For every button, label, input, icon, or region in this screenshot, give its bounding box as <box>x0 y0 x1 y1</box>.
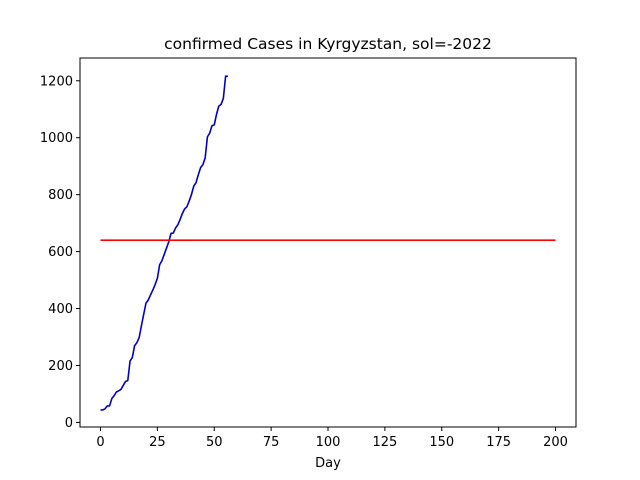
x-tick-label: 0 <box>96 435 104 450</box>
plot-frame <box>79 57 577 428</box>
x-tick-label: 75 <box>263 435 280 450</box>
y-tick-label: 1000 <box>40 131 73 146</box>
y-tick-label: 800 <box>48 188 73 203</box>
x-tick-label: 200 <box>543 435 568 450</box>
x-tick-label: 25 <box>149 435 166 450</box>
y-tick-label: 1200 <box>40 74 73 89</box>
x-tick-label: 100 <box>316 435 341 450</box>
x-tick-label: 50 <box>206 435 223 450</box>
y-axis-ticks: 0 200 400 600 800 1000 1200 <box>40 74 80 431</box>
y-tick-label: 0 <box>65 416 73 431</box>
series-line-1 <box>100 75 228 411</box>
y-tick-label: 400 <box>48 302 73 317</box>
plot-background <box>80 58 576 427</box>
x-axis-label: Day <box>315 456 341 471</box>
x-tick-label: 175 <box>486 435 511 450</box>
x-tick-label: 150 <box>429 435 454 450</box>
chart-title: confirmed Cases in Kyrgyzstan, sol=-2022 <box>164 35 492 53</box>
y-tick-label: 600 <box>48 245 73 260</box>
x-axis-ticks: 0 25 50 75 100 125 150 175 200 <box>96 427 568 450</box>
x-tick-label: 125 <box>372 435 397 450</box>
series-layer <box>100 75 556 411</box>
y-tick-label: 200 <box>48 359 73 374</box>
